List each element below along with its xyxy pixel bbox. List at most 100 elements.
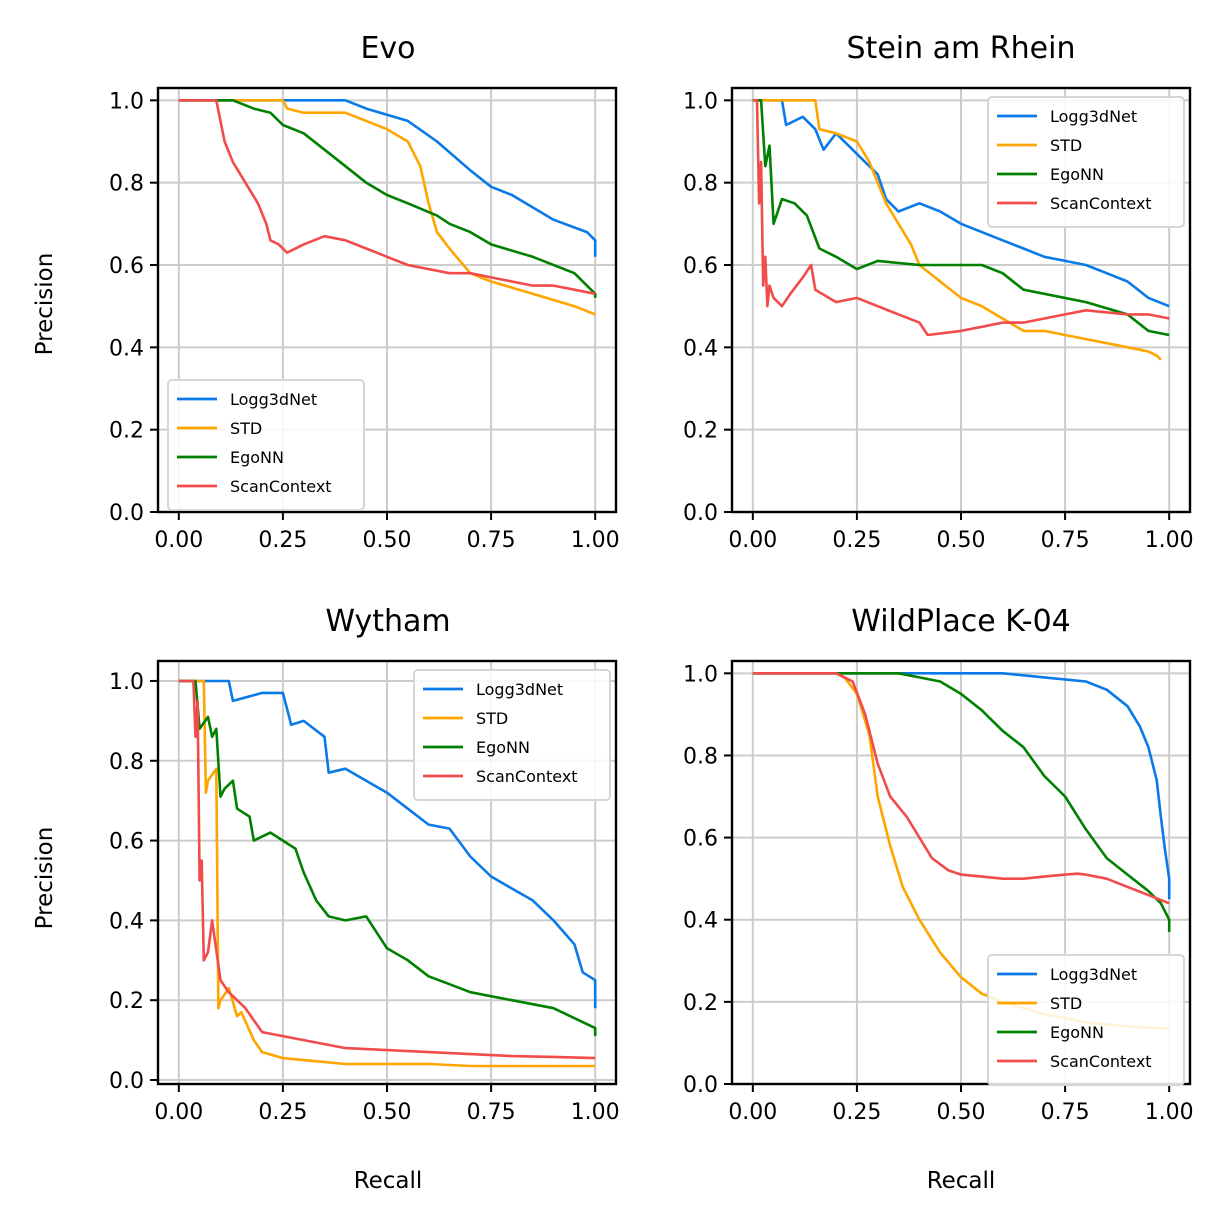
x-tick-label: 0.00 — [154, 1100, 203, 1125]
y-tick-label: 0.4 — [683, 336, 718, 361]
y-tick-label: 0.2 — [683, 419, 718, 444]
y-tick-label: 0.6 — [683, 827, 718, 852]
y-tick-label: 1.0 — [683, 89, 718, 114]
legend-label: EgoNN — [476, 738, 530, 757]
x-tick-label: 0.75 — [1041, 528, 1090, 553]
legend-label: ScanContext — [476, 767, 578, 786]
series-line-scancontext — [178, 679, 596, 1060]
plot-area: 0.00 0.25 0.50 0.75 1.00 0.0 0.2 0.4 0.6 0.8 1.0 Lo… — [109, 659, 620, 1125]
y-tick-label: 0.2 — [109, 989, 144, 1014]
series-line-std — [178, 679, 596, 1068]
plot-area: 0.00 0.25 0.50 0.75 1.00 0.0 0.2 0.4 0.6 0.8 1.0 Lo… — [683, 659, 1194, 1125]
y-tick-label: 0.6 — [109, 830, 144, 855]
legend-label: STD — [476, 709, 508, 728]
plot-area: 0.00 0.25 0.50 0.75 1.00 0.0 0.2 0.4 0.6 0.8 1.0 Lo… — [683, 86, 1194, 553]
legend-label: STD — [230, 419, 262, 438]
series-line-std — [752, 99, 1162, 361]
series-line-egonn — [178, 679, 597, 1037]
series-line-logg3dnet — [752, 99, 1170, 308]
legend-label: Logg3dNet — [230, 390, 317, 409]
legend-label: Logg3dNet — [476, 680, 563, 699]
y-tick-label: 0.4 — [109, 336, 144, 361]
y-tick-label: 0.4 — [109, 909, 144, 934]
x-tick-label: 0.75 — [467, 528, 516, 553]
x-tick-label: 1.00 — [571, 528, 620, 553]
x-tick-label: 0.50 — [937, 1100, 986, 1125]
y-tick-label: 0.2 — [109, 419, 144, 444]
subplot-wildplace-k04: WildPlace K-04 Recall 0.00 0.25 0.50 0.75 1.… — [683, 604, 1194, 1194]
y-tick-label: 0.0 — [683, 501, 718, 526]
y-tick-label: 0.6 — [683, 254, 718, 279]
y-tick-label: 0.8 — [683, 744, 718, 769]
legend: Logg3dNet STD EgoNN ScanContext — [167, 379, 365, 511]
x-tick-label: 0.50 — [363, 528, 412, 553]
chart-title: Wytham — [325, 604, 450, 639]
legend-box — [987, 96, 1185, 228]
series-line-scancontext — [178, 99, 596, 296]
y-tick-label: 0.0 — [109, 1069, 144, 1094]
y-axis-label: Precision — [32, 827, 58, 930]
x-tick-label: 0.50 — [937, 528, 986, 553]
x-tick-label: 1.00 — [1145, 1100, 1194, 1125]
legend: Logg3dNet STD EgoNN ScanContext — [987, 954, 1185, 1086]
legend-box — [413, 669, 611, 801]
y-tick-label: 1.0 — [109, 670, 144, 695]
x-tick-label: 0.75 — [1041, 1100, 1090, 1125]
subplot-evo: Evo Precision 0.00 0.25 0.50 0.75 1.00 0.0 0.2… — [32, 31, 620, 553]
y-tick-label: 0.8 — [109, 750, 144, 775]
x-tick-label: 0.25 — [258, 528, 307, 553]
legend-label: Logg3dNet — [1050, 965, 1137, 984]
series-line-logg3dnet — [178, 679, 597, 1009]
legend-label: ScanContext — [1050, 1052, 1152, 1071]
legend-label: EgoNN — [1050, 1023, 1104, 1042]
subplot-stein-am-rhein: Stein am Rhein 0.00 0.25 0.50 0.75 1.000.00.… — [683, 31, 1194, 553]
y-tick-label: 1.0 — [109, 89, 144, 114]
x-tick-label: 0.00 — [728, 1100, 777, 1125]
y-tick-label: 0.2 — [683, 991, 718, 1016]
legend-label: ScanContext — [230, 477, 332, 496]
chart-title: Stein am Rhein — [847, 31, 1076, 66]
x-tick-label: 1.00 — [1145, 528, 1194, 553]
series-line-std — [178, 99, 596, 316]
y-tick-label: 0.8 — [683, 172, 718, 197]
series-line-egonn — [178, 99, 597, 298]
legend-label: EgoNN — [1050, 165, 1104, 184]
x-tick-label: 0.25 — [832, 1100, 881, 1125]
y-tick-label: 0.6 — [109, 254, 144, 279]
legend-label: ScanContext — [1050, 194, 1152, 213]
series-line-logg3dnet — [178, 99, 597, 257]
legend-label: STD — [1050, 994, 1082, 1013]
y-tick-label: 0.4 — [683, 909, 718, 934]
y-tick-label: 0.0 — [683, 1073, 718, 1098]
series-line-egonn — [752, 99, 1170, 337]
legend-label: Logg3dNet — [1050, 107, 1137, 126]
legend-label: EgoNN — [230, 448, 284, 467]
y-tick-label: 0.0 — [109, 501, 144, 526]
y-axis-label: Precision — [32, 253, 58, 356]
y-tick-label: 1.0 — [683, 662, 718, 687]
series-line-scancontext — [752, 99, 1170, 337]
chart-title: WildPlace K-04 — [851, 604, 1071, 639]
legend: Logg3dNet STD EgoNN ScanContext — [987, 96, 1185, 228]
x-tick-label: 1.00 — [571, 1100, 620, 1125]
x-tick-label: 0.00 — [728, 528, 777, 553]
y-tick-label: 0.8 — [109, 172, 144, 197]
legend-box — [987, 954, 1185, 1086]
x-tick-label: 0.75 — [467, 1100, 516, 1125]
x-tick-label: 0.00 — [154, 528, 203, 553]
subplot-wytham: Wytham Precision Recall 0.00 0.25 0.50 0.75… — [32, 604, 620, 1194]
series-line-egonn — [752, 671, 1171, 932]
legend: Logg3dNet STD EgoNN ScanContext — [413, 669, 611, 801]
series-line-scancontext — [752, 671, 1170, 905]
series-line-logg3dnet — [752, 671, 1171, 900]
x-tick-label: 0.25 — [832, 528, 881, 553]
x-axis-label: Recall — [927, 1168, 996, 1194]
x-tick-label: 0.25 — [258, 1100, 307, 1125]
legend-label: STD — [1050, 136, 1082, 155]
legend-box — [167, 379, 365, 511]
x-tick-label: 0.50 — [363, 1100, 412, 1125]
chart-title: Evo — [360, 31, 415, 66]
x-axis-label: Recall — [354, 1168, 423, 1194]
plot-area: 0.00 0.25 0.50 0.75 1.00 0.0 0.2 0.4 0.6 0.8 1.0 Lo… — [109, 86, 620, 553]
